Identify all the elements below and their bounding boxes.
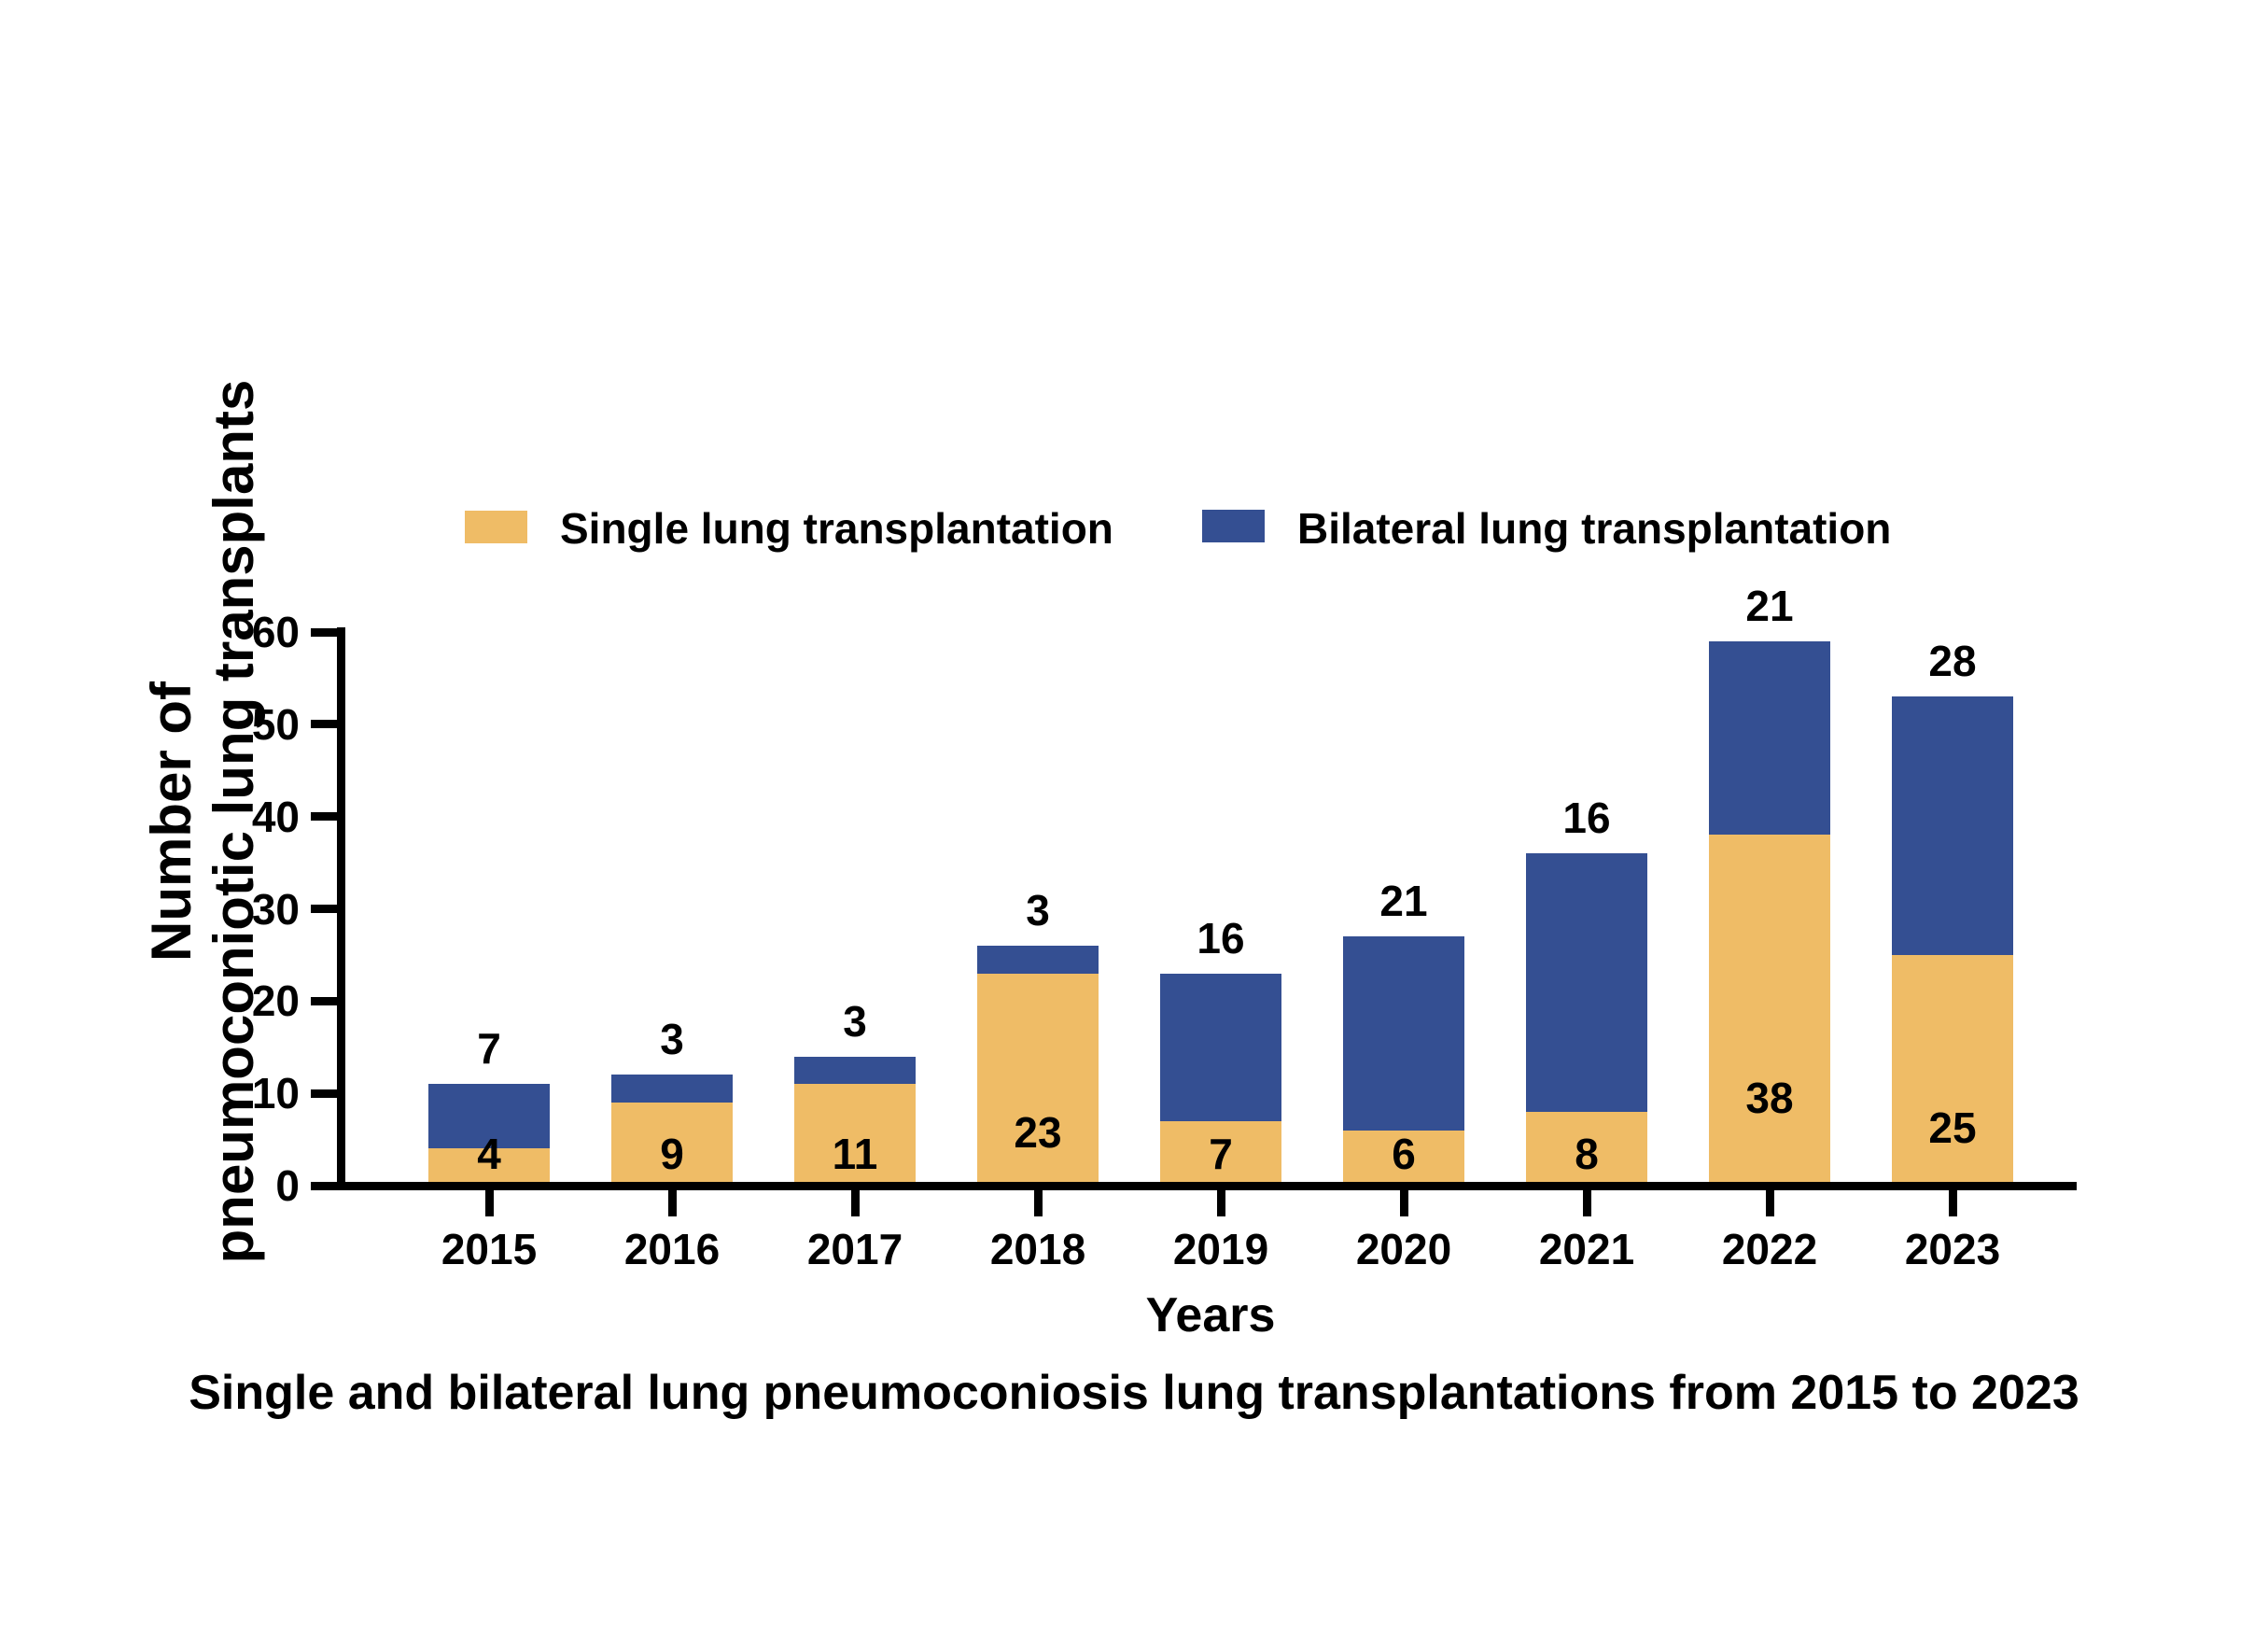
y-tick	[311, 1181, 337, 1190]
bar-segment-single-2023	[1892, 954, 2013, 1186]
legend-label-bilateral: Bilateral lung transplantation	[1297, 504, 1892, 553]
y-tick	[311, 905, 337, 913]
x-tick-label-2018: 2018	[989, 1225, 1086, 1273]
y-tick-label: 50	[251, 699, 300, 749]
x-tick	[1216, 1189, 1225, 1216]
x-tick-label-2022: 2022	[1721, 1225, 1818, 1273]
x-tick-label-2020: 2020	[1355, 1225, 1452, 1273]
bar-label-single-2019: 7	[1209, 1130, 1233, 1178]
x-tick-label-2016: 2016	[623, 1225, 721, 1273]
y-tick-label: 40	[251, 792, 300, 841]
bar-segment-single-2015	[428, 1148, 550, 1186]
x-tick-label-2019: 2019	[1172, 1225, 1269, 1273]
y-tick-label: 20	[251, 977, 300, 1026]
bar-label-bilateral-2023: 28	[1928, 637, 1977, 686]
bar-label-single-2016: 9	[660, 1130, 684, 1178]
x-tick	[484, 1189, 494, 1216]
bar-segment-bilateral-2017	[794, 1056, 916, 1085]
bar-segment-bilateral-2018	[977, 946, 1099, 974]
y-tick-label: 30	[251, 884, 300, 934]
bar-segment-single-2022	[1709, 835, 1830, 1186]
x-tick	[1399, 1189, 1408, 1216]
bar-label-bilateral-2020: 21	[1379, 877, 1428, 926]
bar-segment-bilateral-2022	[1709, 640, 1830, 836]
bar-label-single-2015: 4	[477, 1130, 501, 1178]
x-axis-title: Years	[1145, 1288, 1276, 1342]
legend-swatch-bilateral-icon	[1202, 510, 1265, 542]
x-tick-label-2023: 2023	[1904, 1225, 2001, 1273]
x-tick	[1582, 1189, 1591, 1216]
legend-swatch-single-icon	[465, 511, 527, 543]
y-tick	[311, 996, 337, 1005]
x-tick	[1033, 1189, 1043, 1216]
bar-segment-single-2016	[611, 1103, 733, 1186]
bar-label-bilateral-2018: 3	[1026, 886, 1050, 935]
y-tick	[311, 627, 337, 637]
y-tick	[311, 720, 337, 729]
bar-segment-bilateral-2021	[1526, 853, 1647, 1112]
bar-label-single-2018: 23	[1014, 1108, 1062, 1158]
bar-label-single-2017: 11	[832, 1130, 878, 1178]
bar-label-bilateral-2016: 3	[660, 1015, 684, 1064]
bar-label-bilateral-2019: 16	[1197, 913, 1245, 963]
bar-label-bilateral-2015: 7	[477, 1024, 501, 1074]
bar-segment-bilateral-2016	[611, 1075, 733, 1103]
bar-label-bilateral-2021: 16	[1562, 794, 1611, 843]
x-tick-label-2017: 2017	[806, 1225, 903, 1273]
y-tick-label: 10	[251, 1069, 300, 1118]
bar-label-bilateral-2017: 3	[843, 996, 867, 1046]
x-tick	[1948, 1189, 1957, 1216]
bar-label-single-2022: 38	[1745, 1074, 1794, 1123]
bar-segment-bilateral-2019	[1160, 973, 1281, 1121]
x-tick-label-2021: 2021	[1538, 1225, 1635, 1273]
x-tick	[1765, 1189, 1774, 1216]
bar-segment-bilateral-2020	[1343, 936, 1464, 1131]
legend-label-single: Single lung transplantation	[560, 504, 1113, 553]
bar-label-single-2023: 25	[1928, 1103, 1977, 1153]
x-tick	[667, 1189, 677, 1216]
bar-segment-single-2018	[977, 973, 1099, 1186]
x-tick-label-2015: 2015	[441, 1225, 538, 1273]
y-axis-line	[337, 627, 345, 1190]
y-tick-label: 0	[275, 1161, 300, 1210]
bar-segment-single-2020	[1343, 1130, 1464, 1186]
bar-segment-bilateral-2023	[1892, 696, 2013, 955]
y-tick	[311, 1089, 337, 1098]
bar-label-single-2020: 6	[1392, 1130, 1416, 1178]
bar-segment-single-2017	[794, 1084, 916, 1186]
y-tick	[311, 812, 337, 822]
figure-caption: Single and bilateral lung pneumoconiosis…	[189, 1366, 2079, 1420]
bar-label-bilateral-2022: 21	[1745, 581, 1794, 630]
bar-segment-bilateral-2015	[428, 1084, 550, 1149]
bar-segment-single-2019	[1160, 1120, 1281, 1186]
x-axis-line	[337, 1181, 2077, 1190]
bar-label-single-2021: 8	[1575, 1130, 1599, 1178]
y-tick-label: 60	[251, 608, 300, 656]
bar-segment-single-2021	[1526, 1111, 1647, 1186]
x-tick	[850, 1189, 860, 1216]
